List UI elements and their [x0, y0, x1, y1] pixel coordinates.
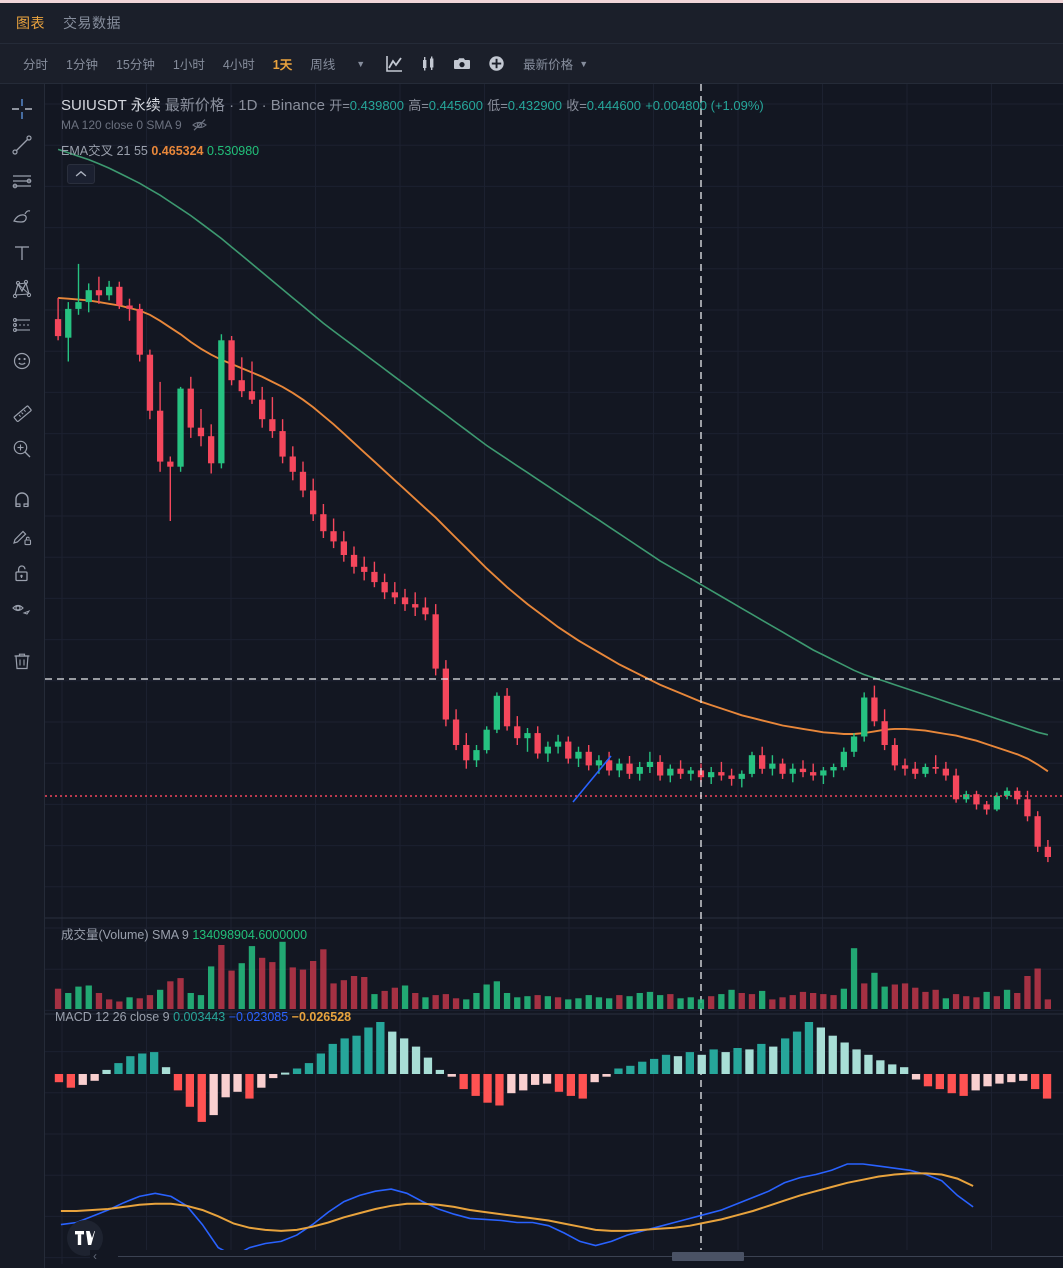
macd-legend-title: MACD 12 26 close 9: [55, 1010, 170, 1024]
chevron-down-icon[interactable]: ▼: [356, 58, 366, 69]
scrollbar-track[interactable]: [118, 1256, 1063, 1257]
macd-hist-value: 0.003443: [173, 1010, 226, 1024]
tab-trade-data[interactable]: 交易数据: [63, 15, 121, 31]
chevron-up-icon: [75, 170, 87, 177]
volume-legend-title: 成交量(Volume) SMA 9: [61, 928, 189, 942]
timeframe-1h[interactable]: 1小时: [172, 58, 205, 72]
magnet-tool[interactable]: [5, 484, 39, 518]
crosshair-tool[interactable]: [5, 92, 39, 126]
text-tool[interactable]: [5, 236, 39, 270]
timeframe-4h[interactable]: 4小时: [222, 58, 255, 72]
timeframe-1w[interactable]: 周线: [310, 58, 336, 72]
scrollbar-thumb[interactable]: [672, 1252, 744, 1261]
drawing-lock-tool[interactable]: [5, 520, 39, 554]
timeframe-1m[interactable]: 1分钟: [66, 58, 98, 72]
zoom-tool[interactable]: [5, 432, 39, 466]
price-mode-label: 最新价格: [523, 58, 574, 72]
trend-line-tool[interactable]: [5, 128, 39, 162]
delete-tool[interactable]: [5, 644, 39, 678]
chart-svg[interactable]: [45, 84, 1063, 1268]
horizontal-lines-tool[interactable]: [5, 164, 39, 198]
macd-pane-legend: MACD 12 26 close 9 0.003443 −0.023085 −0…: [55, 1010, 351, 1024]
measure-tool[interactable]: [5, 396, 39, 430]
chart-canvas-area[interactable]: SUIUSDT 永续 最新价格 · 1D · Binance 开=0.43980…: [45, 84, 1063, 1268]
hide-drawings-tool[interactable]: [5, 592, 39, 626]
timeframe-toolbar: 分时 1分钟 15分钟 1小时 4小时 1天 周线 ▼: [0, 44, 1063, 84]
pattern-tool[interactable]: [5, 272, 39, 306]
emoji-tool[interactable]: [5, 344, 39, 378]
timeframe-15m[interactable]: 15分钟: [115, 58, 155, 72]
tab-chart[interactable]: 图表: [16, 15, 45, 31]
add-compare-icon[interactable]: [479, 50, 513, 78]
scroll-left-icon[interactable]: ‹: [93, 1249, 97, 1263]
camera-icon[interactable]: [445, 50, 479, 78]
chart-type-icon[interactable]: [377, 50, 411, 78]
lock-tool[interactable]: [5, 556, 39, 590]
timeframe-1d[interactable]: 1天: [272, 58, 293, 72]
brush-tool[interactable]: [5, 200, 39, 234]
macd-signal-value: −0.026528: [291, 1010, 352, 1024]
indicators-icon[interactable]: [411, 50, 445, 78]
price-mode-selector[interactable]: 最新价格 ▼: [523, 54, 588, 73]
top-tab-bar: 图表 交易数据: [0, 3, 1063, 44]
horizontal-scrollbar[interactable]: ‹: [90, 1249, 1063, 1268]
top-accent-bar: [0, 0, 1063, 3]
tradingview-logo[interactable]: [67, 1220, 103, 1256]
volume-pane-legend: 成交量(Volume) SMA 9 134098904.6000000: [61, 924, 307, 943]
volume-legend-value: 134098904.6000000: [192, 928, 308, 942]
macd-line-value: −0.023085: [228, 1010, 289, 1024]
drawing-tools-rail: [0, 84, 45, 1268]
collapse-legend-button[interactable]: [67, 164, 95, 184]
chevron-down-icon: ▼: [579, 58, 589, 69]
timeframe-fenshi[interactable]: 分时: [23, 58, 49, 72]
forecast-tool[interactable]: [5, 308, 39, 342]
